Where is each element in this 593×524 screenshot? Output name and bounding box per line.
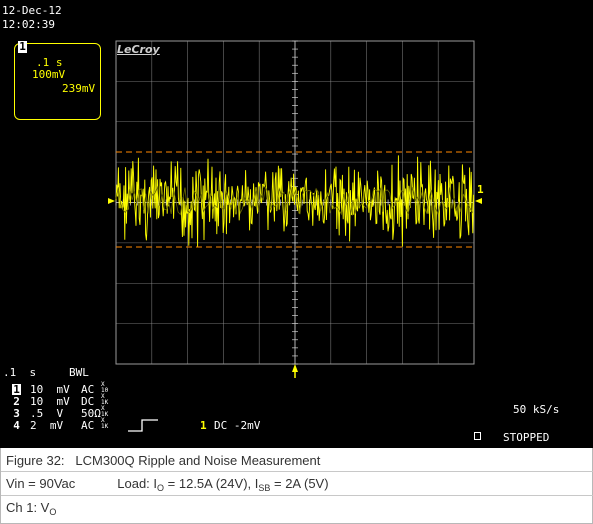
trigger-descriptor-box[interactable] [14, 43, 101, 120]
channel-3-coupling: 50Ω [81, 407, 101, 420]
date-readout: 12-Dec-12 [2, 4, 62, 17]
left-level-marker [108, 198, 115, 204]
caption-line-3: Ch 1: VO [6, 500, 57, 517]
caption-divider [1, 471, 593, 472]
vin-text: Vin = 90Vac [6, 476, 76, 491]
trigger-volts: 100mV [32, 68, 66, 81]
caption-divider-2 [1, 495, 593, 496]
channel-1-probe: X 10 [101, 381, 109, 394]
trigger-edge-icon [128, 419, 158, 432]
ch-sub: O [49, 507, 57, 517]
oscilloscope-screen: 12-Dec-12 12:02:39 1 .1 s 100mV 239mV Le… [0, 0, 593, 448]
channel-2-volts: 10 mV [30, 395, 70, 408]
load-mid: = 12.5A (24V), I [164, 476, 259, 491]
channel-4-probe: X 1K [101, 417, 109, 430]
trigger-level: 239mV [62, 82, 96, 95]
sample-rate: 50 kS/s [513, 403, 560, 416]
channel-4-number[interactable]: 4 [13, 419, 20, 432]
channel-1-number[interactable]: 1 [12, 383, 21, 396]
trigger-position-arrow [292, 364, 298, 372]
caption-line-2: Vin = 90Vac Load: IO = 12.5A (24V), ISB =… [6, 476, 329, 493]
caption-line-1: Figure 32: LCM300Q Ripple and Noise Meas… [6, 453, 320, 469]
right-level-marker [475, 198, 482, 204]
figure-number: Figure 32: [6, 453, 65, 468]
trace-inner-band [115, 185, 473, 216]
channel-2-probe: X 1K [101, 393, 109, 406]
trigger-info-text: DC -2mV [214, 419, 261, 432]
channel-2-coupling: DC [81, 395, 95, 408]
acquisition-status: STOPPED [503, 431, 550, 444]
trigger-channel-badge: 1 [18, 40, 27, 53]
channel-1-trace [115, 155, 475, 247]
timebase-readout: .1 s [3, 366, 37, 379]
load-sub-o: O [157, 483, 165, 493]
trigger-info-channel: 1 [200, 419, 207, 432]
load-prefix: Load: I [117, 476, 158, 491]
channel-3-probe: X 1K [101, 405, 109, 418]
load-sub-sb: SB [258, 483, 271, 493]
brand-logo: LeCroy [117, 43, 160, 56]
figure-caption: Figure 32: LCM300Q Ripple and Noise Meas… [0, 448, 593, 524]
channel-3-number[interactable]: 3 [13, 407, 20, 420]
scope-graticule [108, 40, 482, 378]
trigger-timebase: .1 s [36, 56, 63, 69]
trace-channel-label: 1 [477, 183, 484, 196]
time-readout: 12:02:39 [2, 18, 55, 31]
load-suffix: = 2A (5V) [270, 476, 329, 491]
bwl-readout: BWL [69, 366, 89, 379]
figure-title: LCM300Q Ripple and Noise Measurement [75, 453, 321, 468]
channel-3-volts: .5 V [30, 407, 64, 420]
status-square-icon [474, 432, 481, 440]
channel-4-volts: 2 mV [30, 419, 64, 432]
channel-1-volts: 10 mV [30, 383, 70, 396]
channel-4-coupling: AC [81, 419, 95, 432]
ch-prefix: Ch 1: V [6, 500, 50, 515]
channel-1-coupling: AC [81, 383, 95, 396]
channel-2-number[interactable]: 2 [13, 395, 20, 408]
